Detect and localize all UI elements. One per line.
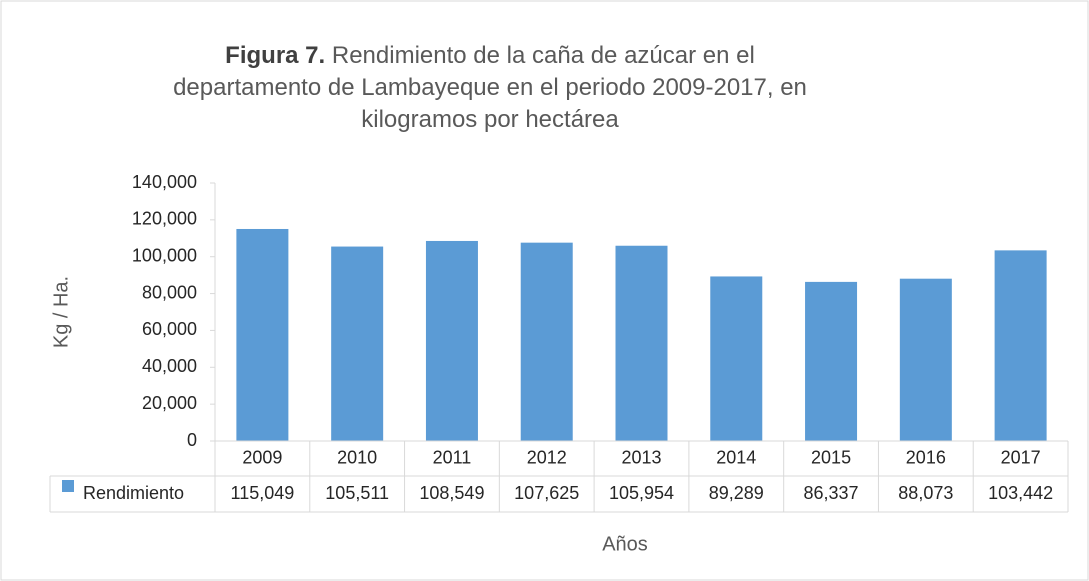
data-label: 86,337 (804, 483, 859, 503)
data-label: 103,442 (988, 483, 1053, 503)
x-tick-label: 2017 (1001, 447, 1041, 467)
bar (994, 250, 1047, 441)
figure-label: Figura 7. (225, 42, 326, 69)
y-tick-label: 140,000 (132, 172, 197, 192)
data-label: 107,625 (514, 483, 579, 503)
y-tick-label: 100,000 (132, 245, 197, 265)
data-label: 88,073 (898, 483, 953, 503)
x-tick-label: 2009 (242, 447, 282, 467)
data-label: 115,049 (231, 483, 295, 503)
data-label: 105,511 (325, 483, 389, 503)
bar (331, 246, 384, 441)
data-label: 89,289 (709, 483, 764, 503)
y-tick-label: 120,000 (132, 209, 197, 229)
x-tick-label: 2011 (433, 447, 472, 467)
y-tick-label: 40,000 (142, 356, 197, 376)
x-tick-label: 2015 (811, 447, 851, 467)
y-tick-label: 0 (187, 430, 197, 450)
y-tick-label: 60,000 (142, 319, 197, 339)
legend-swatch (62, 480, 74, 492)
x-tick-label: 2014 (716, 447, 756, 467)
data-label: 105,954 (609, 483, 674, 503)
x-tick-label: 2012 (527, 447, 567, 467)
data-label: 108,549 (419, 483, 484, 503)
x-tick-label: 2010 (337, 447, 377, 467)
y-tick-label: 80,000 (142, 282, 197, 302)
legend-label: Rendimiento (83, 483, 184, 503)
bar (236, 228, 289, 441)
title-text: Rendimiento de la caña de azúcar en el d… (173, 42, 807, 133)
x-tick-label: 2013 (621, 447, 661, 467)
bar (710, 276, 763, 441)
x-axis-label: Años (602, 533, 648, 555)
y-axis-label: Kg / Ha. (50, 276, 72, 348)
bar (425, 240, 478, 441)
x-tick-label: 2016 (906, 447, 946, 467)
bar (520, 242, 573, 441)
bar (615, 245, 668, 441)
chart-title: Figura 7. Rendimiento de la caña de azúc… (150, 40, 830, 136)
y-tick-label: 20,000 (142, 393, 197, 413)
bar (899, 278, 952, 441)
bar (805, 281, 858, 441)
